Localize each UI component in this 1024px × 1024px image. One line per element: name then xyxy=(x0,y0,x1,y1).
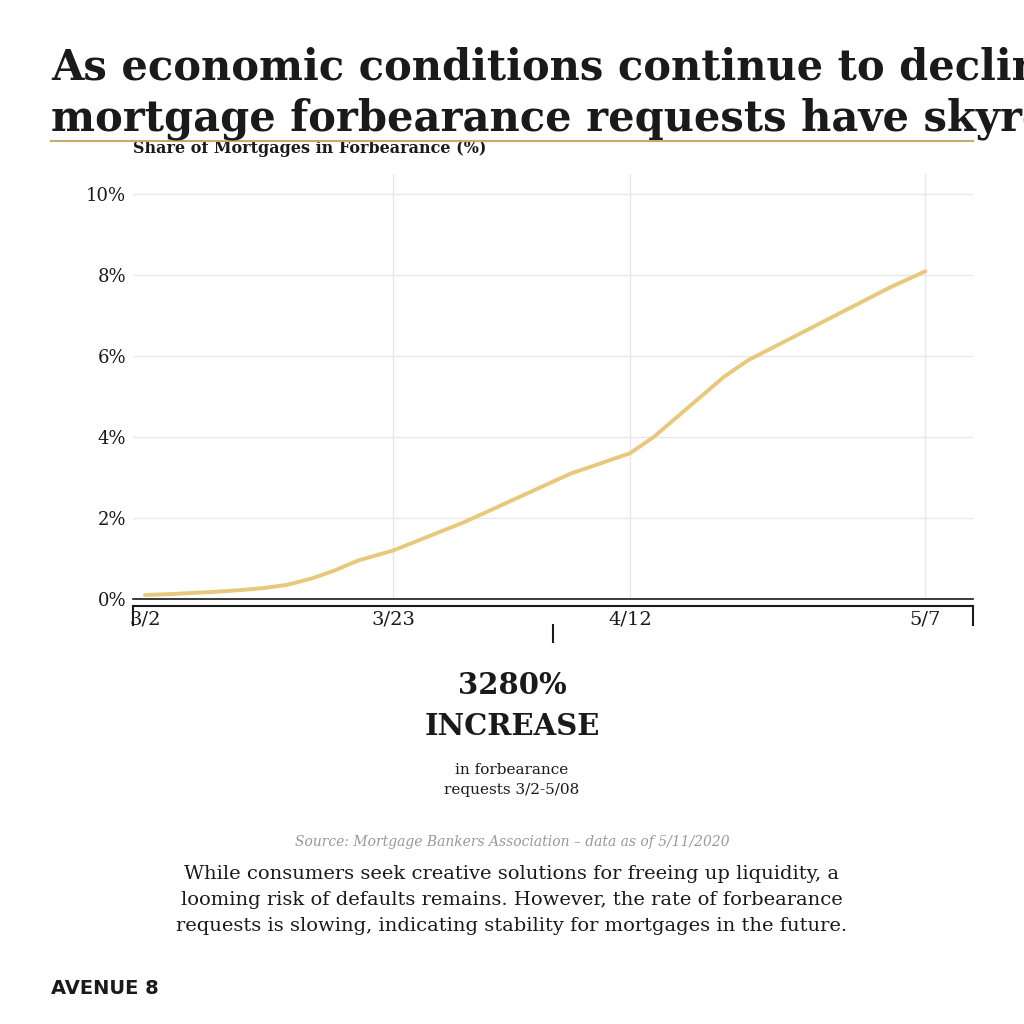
Text: Source: Mortgage Bankers Association – data as of 5/11/2020: Source: Mortgage Bankers Association – d… xyxy=(295,835,729,849)
Text: Share of Mortgages in Forbearance (%): Share of Mortgages in Forbearance (%) xyxy=(133,140,486,157)
Text: AVENUE 8: AVENUE 8 xyxy=(51,979,159,998)
Text: 3280%: 3280% xyxy=(458,671,566,699)
Text: While consumers seek creative solutions for freeing up liquidity, a
looming risk: While consumers seek creative solutions … xyxy=(176,865,848,935)
Text: INCREASE: INCREASE xyxy=(424,712,600,740)
Text: in forbearance
requests 3/2-5/08: in forbearance requests 3/2-5/08 xyxy=(444,763,580,798)
Text: mortgage forbearance requests have skyrocketed.: mortgage forbearance requests have skyro… xyxy=(51,97,1024,140)
Text: As economic conditions continue to decline,: As economic conditions continue to decli… xyxy=(51,46,1024,88)
